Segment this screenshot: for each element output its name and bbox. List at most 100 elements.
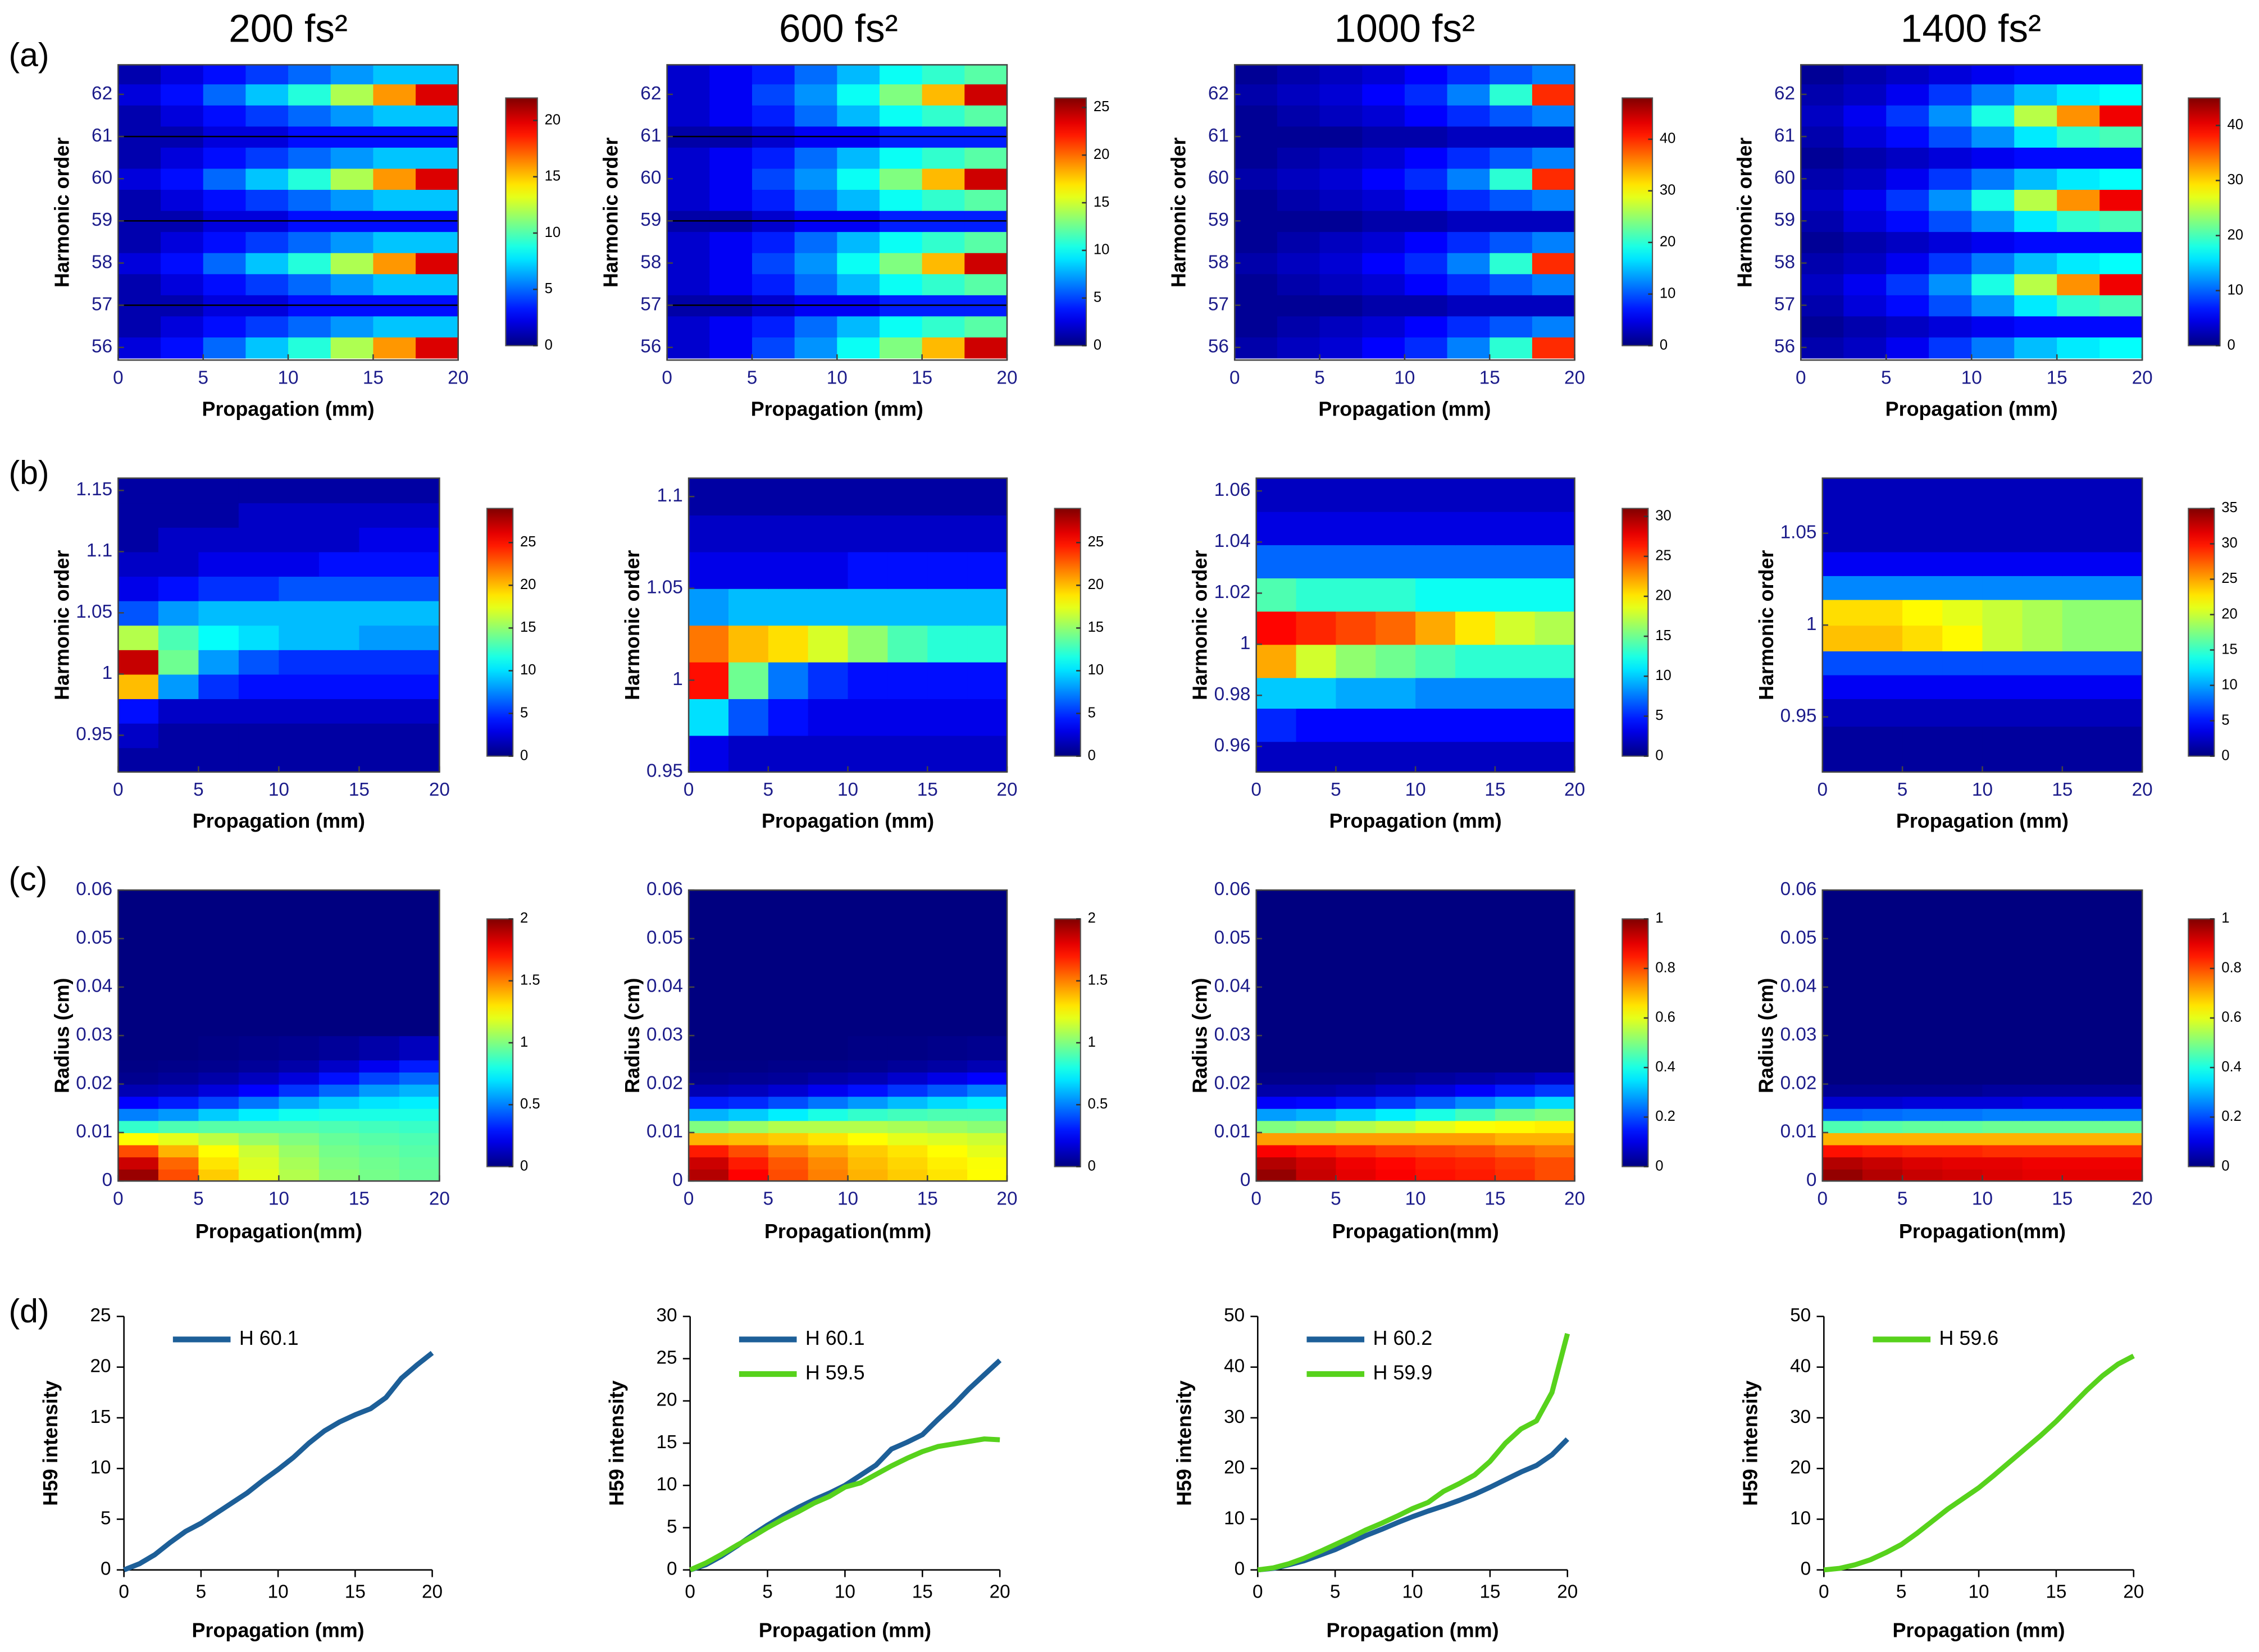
heatmap-cell xyxy=(922,84,965,106)
heatmap-cell xyxy=(118,84,162,106)
y-tick-label: 0.06 xyxy=(646,879,683,900)
heatmap-cell xyxy=(198,1120,239,1133)
heatmap-cell xyxy=(887,478,928,515)
heatmap-cell xyxy=(2022,599,2063,626)
colorbar xyxy=(486,508,514,757)
colorbar-tick-label: 10 xyxy=(1655,668,1672,683)
x-tick-label: 15 xyxy=(349,779,370,800)
heatmap-cell xyxy=(1256,1084,1297,1097)
heatmap-cell xyxy=(161,316,204,337)
heatmap-cell xyxy=(879,316,923,337)
heatmap-cell xyxy=(1256,644,1297,678)
heatmap-cell xyxy=(330,252,374,275)
heatmap-cell xyxy=(1942,1169,1983,1181)
y-tick-label: 1 xyxy=(1240,633,1251,654)
y-axis-label: Harmonic order xyxy=(1733,138,1756,287)
heatmap-cell xyxy=(927,1108,968,1121)
x-tick-label: 10 xyxy=(1405,779,1426,800)
heatmap-cell xyxy=(808,1035,849,1061)
y-tick-label: 10 xyxy=(657,1474,677,1495)
heatmap-cell xyxy=(1296,1120,1337,1133)
heatmap-cell xyxy=(318,1060,360,1073)
heatmap-cell xyxy=(752,336,795,359)
x-tick-label: 5 xyxy=(1331,779,1341,800)
heatmap-cells xyxy=(1801,65,2143,359)
y-tick-label: 61 xyxy=(1774,125,1795,146)
heatmap-cell xyxy=(1886,252,1930,275)
heatmap-cell xyxy=(2022,890,2063,1037)
heatmap-cell xyxy=(1532,189,1575,211)
x-tick-label: 10 xyxy=(827,367,848,388)
y-axis-label: Radius (cm) xyxy=(621,978,644,1093)
heatmap-cell xyxy=(2014,189,2058,211)
heatmap-cell xyxy=(689,1071,730,1085)
heatmap-cell xyxy=(1495,511,1536,545)
x-tick-label: 10 xyxy=(278,367,299,388)
heatmap-cell xyxy=(689,588,730,626)
heatmap-cell xyxy=(279,723,320,749)
colorbar-tick-label: 20 xyxy=(545,112,561,127)
heatmap-cell xyxy=(1843,65,1887,85)
heatmap-cell xyxy=(1843,294,1887,317)
colorbar-tick-label: 15 xyxy=(520,619,536,635)
colorbar-tick-label: 35 xyxy=(2221,500,2238,515)
heatmap-cell xyxy=(1929,231,1973,253)
heatmap-cell xyxy=(1862,674,1903,700)
colorbar-tick-label: 0.4 xyxy=(1655,1059,1675,1075)
heatmap-cell xyxy=(2102,890,2143,1037)
heatmap-cell xyxy=(1886,336,1930,359)
heatmap-cell xyxy=(1801,294,1844,317)
row-label: (c) xyxy=(8,860,47,897)
x-tick-label: 5 xyxy=(747,367,758,388)
heatmap-cell xyxy=(1277,316,1320,337)
heatmap-cell xyxy=(837,316,881,337)
y-axis-label: Harmonic order xyxy=(51,138,73,287)
heatmap-cell xyxy=(1534,478,1575,512)
heatmap-cell xyxy=(203,84,247,106)
heatmap-cell xyxy=(1862,1169,1903,1181)
heatmap-cell xyxy=(1822,1157,1863,1170)
heatmap-cell xyxy=(1455,1108,1496,1121)
heatmap-cell xyxy=(198,1060,239,1073)
x-tick-label: 10 xyxy=(1394,367,1415,388)
heatmap-cell xyxy=(2022,1060,2063,1073)
x-tick-label: 5 xyxy=(1881,367,1892,388)
heatmap-cell xyxy=(768,1060,809,1073)
heatmap-cell xyxy=(1862,599,1903,626)
heatmap-cell xyxy=(161,147,204,169)
heatmap-cell xyxy=(399,1071,440,1085)
heatmap-cell xyxy=(1256,478,1297,512)
heatmap-cell xyxy=(1376,578,1417,612)
heatmap-cell xyxy=(1455,677,1496,709)
heatmap-cell xyxy=(1490,189,1533,211)
heatmap-cell xyxy=(879,65,923,85)
heatmap-cell xyxy=(238,1108,280,1121)
heatmap-cell xyxy=(161,84,204,106)
heatmap-cell xyxy=(318,551,360,577)
heatmap-cell xyxy=(1277,168,1320,190)
y-tick-label: 1.1 xyxy=(657,485,683,506)
x-tick-label: 0 xyxy=(1817,1188,1828,1209)
colorbar-tick-label: 2 xyxy=(520,910,528,926)
series-line xyxy=(689,1358,1002,1573)
x-tick-label: 5 xyxy=(763,779,774,800)
heatmap-cell xyxy=(1235,65,1278,85)
heatmap-cell xyxy=(752,84,795,106)
heatmap-cell xyxy=(1929,147,1973,169)
heatmap-cell xyxy=(1862,1144,1903,1158)
heatmap-cell xyxy=(887,1144,928,1158)
heatmap-cell xyxy=(1902,478,1943,553)
colorbar-tick-label: 0.2 xyxy=(2221,1108,2242,1124)
heatmap-cell xyxy=(279,503,320,528)
heatmap-cell xyxy=(1843,189,1887,211)
y-tick-label: 50 xyxy=(1224,1305,1245,1326)
heatmap-cell xyxy=(279,1157,320,1170)
heatmap-cell xyxy=(359,1144,400,1158)
heatmap-cell xyxy=(808,699,849,736)
heatmap-cell xyxy=(1376,1084,1417,1097)
heatmap-cell xyxy=(927,1035,968,1061)
colorbar-tick-label: 10 xyxy=(2227,282,2243,298)
y-tick-label: 60 xyxy=(1208,167,1229,188)
y-axis-label: Harmonic order xyxy=(621,550,644,700)
